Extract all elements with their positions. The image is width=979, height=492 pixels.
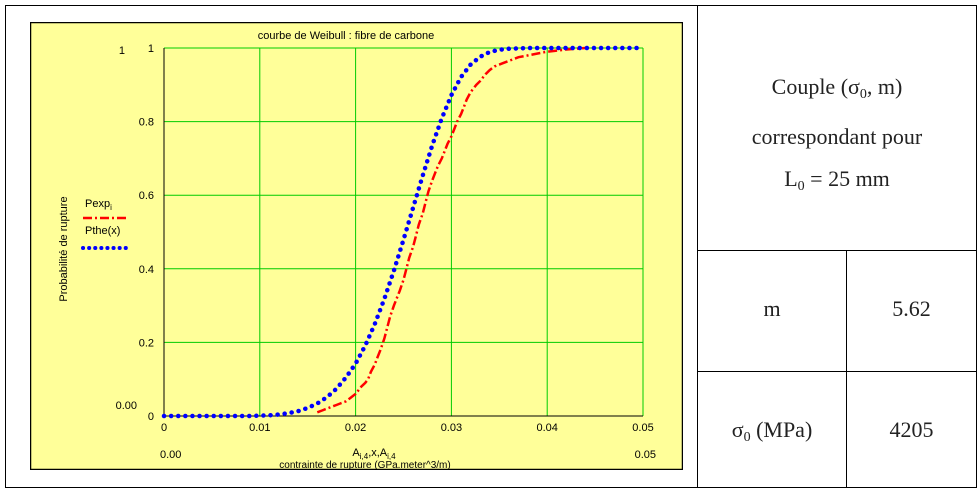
series-layer [161, 45, 646, 419]
table-border-bottom [5, 487, 977, 488]
x-tick-label: 0.03 [441, 422, 462, 434]
tick-layer: 0 0.01 0.02 0.03 0.04 0.05 0 0.2 0.4 0.6 0.8 1 [139, 43, 654, 434]
legend: Pexpi Pthe(x) [81, 198, 128, 250]
x-tick-label: 0.04 [536, 422, 557, 434]
table-border-right [976, 5, 977, 488]
y-axis-label: Probabilité de rupture [58, 196, 70, 301]
table-divider-row [697, 371, 977, 372]
y-tick-label: 1 [148, 43, 154, 55]
series-line-pthe [161, 45, 646, 419]
corner-y-bottom: 0.00 [116, 400, 137, 412]
weibull-chart: courbe de Weibull : fibre de carbone 0 0.… [30, 22, 683, 470]
row-sigma-value: 4205 [889, 417, 934, 442]
y-tick-label: 0 [148, 411, 154, 423]
row-m-label: m [763, 296, 781, 321]
table-divider-col [846, 250, 847, 488]
grid-layer [163, 47, 644, 417]
table-divider-chart [697, 5, 698, 488]
x-axis-label: contrainte de rupture (GPa.meter^3/m) [279, 460, 450, 470]
table-border-left [5, 5, 6, 488]
y-tick-label: 0.4 [139, 264, 154, 276]
x-tick-label: 0 [161, 422, 167, 434]
y-tick-label: 0.2 [139, 337, 154, 349]
series-line-pexp [316, 46, 586, 414]
y-tick-label: 0.8 [139, 117, 154, 129]
legend-label-pexp: Pexpi [85, 198, 112, 212]
plot-area [164, 48, 643, 416]
x-tick-label: 0.02 [345, 422, 366, 434]
chart-svg: courbe de Weibull : fibre de carbone 0 0.… [30, 22, 683, 470]
table-divider-header [697, 250, 977, 251]
corner-y-top: 1 [119, 45, 125, 57]
row-sigma-label: σ0 (MPa) [731, 417, 813, 445]
table-border-top [5, 5, 977, 6]
corner-x-left: 0.00 [160, 449, 181, 461]
x-tick-label: 0.01 [249, 422, 270, 434]
x-tick-label: 0.05 [632, 422, 653, 434]
legend-label-pthe: Pthe(x) [85, 225, 120, 237]
table-header: Couple (σ0, m) correspondant pour L0 = 2… [751, 74, 923, 194]
y-tick-label: 0.6 [139, 190, 154, 202]
row-m-value: 5.62 [892, 296, 931, 321]
corner-x-right: 0.05 [635, 449, 656, 461]
chart-title: courbe de Weibull : fibre de carbone [258, 30, 435, 42]
